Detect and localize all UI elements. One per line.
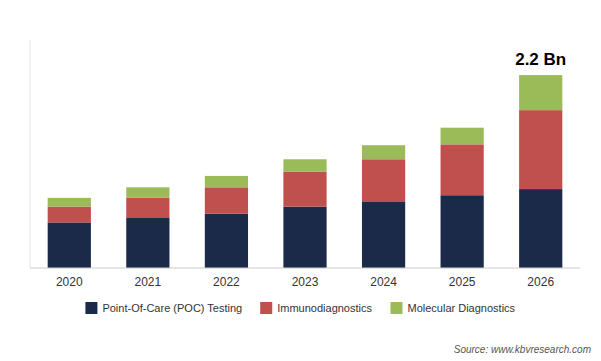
bars xyxy=(48,75,563,268)
legend: Point-Of-Care (POC) Testing Immunodiagnos… xyxy=(85,302,515,314)
bar-segment xyxy=(48,222,91,268)
bar-segment xyxy=(441,144,484,195)
bar-segment xyxy=(441,195,484,268)
x-tick-label: 2024 xyxy=(370,275,397,289)
legend-label: Molecular Diagnostics xyxy=(407,302,515,314)
legend-item: Molecular Diagnostics xyxy=(390,302,515,314)
bar-segment xyxy=(519,75,562,110)
bar-segment xyxy=(205,176,248,187)
legend-item: Immunodiagnostics xyxy=(260,302,372,314)
legend-label: Point-Of-Care (POC) Testing xyxy=(102,302,242,314)
bar-segment xyxy=(519,110,562,189)
x-tick-label: 2025 xyxy=(449,275,476,289)
y-axis-line xyxy=(30,40,31,268)
bar-segment xyxy=(126,198,169,218)
x-tick-label: 2022 xyxy=(213,275,240,289)
bar-segment xyxy=(362,159,405,201)
bar-segment xyxy=(441,128,484,145)
legend-swatch xyxy=(260,302,272,314)
x-axis-line xyxy=(30,268,580,269)
x-tick-label: 2023 xyxy=(292,275,319,289)
bar-segment xyxy=(126,218,169,268)
source-text: Source: www.kbvresearch.com xyxy=(454,344,591,355)
bar-segment xyxy=(48,207,91,223)
legend-label: Immunodiagnostics xyxy=(277,302,372,314)
x-tick-label: 2020 xyxy=(56,275,83,289)
bar-segment xyxy=(362,201,405,268)
bar-segment xyxy=(519,189,562,268)
bar-segment xyxy=(48,198,91,207)
legend-swatch xyxy=(85,302,97,314)
bar-segment xyxy=(283,172,326,207)
bar-segment xyxy=(362,145,405,159)
bar-segment xyxy=(205,214,248,268)
chart-svg: 2020 2021 2022 2023 2024 2025 2026 2.2 Bn Point-… xyxy=(0,0,601,361)
chart-container: 2020 2021 2022 2023 2024 2025 2026 2.2 Bn Point-… xyxy=(0,0,601,361)
legend-item: Point-Of-Care (POC) Testing xyxy=(85,302,242,314)
annotation: 2.2 Bn xyxy=(515,50,566,69)
bar-segment xyxy=(283,207,326,268)
bar-segment xyxy=(126,187,169,198)
bar-segment xyxy=(205,187,248,213)
legend-swatch xyxy=(390,302,402,314)
x-tick-label: 2026 xyxy=(527,275,554,289)
bar-segment xyxy=(283,159,326,171)
x-tick-label: 2021 xyxy=(135,275,162,289)
